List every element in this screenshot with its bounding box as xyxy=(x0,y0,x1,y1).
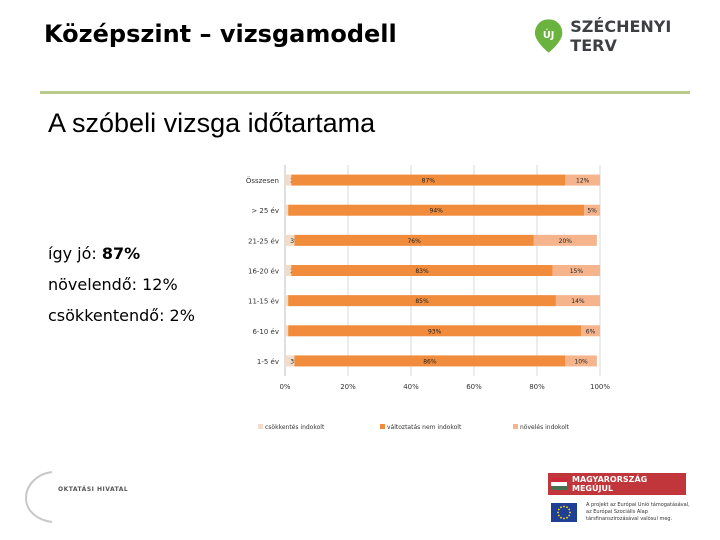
szechenyi-terv-logo: ÚJ SZÉCHENYI TERV xyxy=(533,17,720,55)
category-label: 1-5 év xyxy=(257,358,279,366)
legend-label: csökkentés indokolt xyxy=(265,424,325,431)
slide-subtitle: A szóbeli vizsga időtartama xyxy=(48,108,376,138)
magyarorszag-megujul-banner: MAGYARORSZÁG MEGÚJUL xyxy=(548,473,686,495)
eu-star xyxy=(557,511,559,514)
category-label: Összesen xyxy=(246,176,279,185)
eu-star xyxy=(568,508,571,511)
logo-mark: ÚJ xyxy=(543,28,555,41)
data-label: 15% xyxy=(570,268,584,275)
oktatasi-hivatal-text: OKTATÁSI HIVATAL xyxy=(58,486,129,493)
eu-star xyxy=(566,506,568,509)
data-label: 94% xyxy=(430,208,444,215)
data-label: 20% xyxy=(559,238,573,245)
bar-segment xyxy=(565,355,597,367)
bar-segment xyxy=(291,265,553,276)
data-label: 87% xyxy=(422,178,436,185)
eu-star xyxy=(563,517,565,520)
data-label: 10% xyxy=(574,358,588,365)
category-label: 6-10 év xyxy=(252,328,279,336)
x-tick-label: 60% xyxy=(466,383,482,391)
eu-star xyxy=(569,511,571,514)
bar-segment xyxy=(294,355,566,367)
leaf-pin-icon: ÚJ xyxy=(534,19,563,53)
data-label: 6% xyxy=(586,328,596,335)
bar-segment xyxy=(285,355,295,367)
bar-segment xyxy=(294,234,534,246)
bar-segment xyxy=(291,174,566,186)
oktatasi-hivatal-logo-icon xyxy=(24,471,53,523)
data-label: 76% xyxy=(407,238,421,245)
legend-swatch xyxy=(380,424,385,429)
bar-segment xyxy=(581,325,600,337)
data-label: 85% xyxy=(415,298,429,305)
x-tick-label: 80% xyxy=(529,383,545,391)
summary-line-ok: így jó: 87% xyxy=(48,244,141,263)
eu-flag-icon xyxy=(551,503,577,522)
logo-text: SZÉCHENYI TERV xyxy=(570,17,672,55)
bar-segment xyxy=(288,325,582,337)
bar-segment xyxy=(285,234,295,246)
data-label: 14% xyxy=(571,298,585,305)
data-label: 83% xyxy=(415,268,429,275)
eu-star xyxy=(568,514,571,517)
bar-segment xyxy=(285,204,289,216)
x-tick-label: 0% xyxy=(279,383,290,391)
bar-segment xyxy=(555,295,600,307)
x-tick-label: 40% xyxy=(403,383,419,391)
category-label: 21-25 év xyxy=(248,237,279,245)
eu-star xyxy=(560,516,562,519)
bar-segment xyxy=(552,265,600,276)
x-tick-label: 100% xyxy=(590,383,610,391)
eu-star xyxy=(560,506,562,509)
legend-swatch xyxy=(513,424,518,429)
bar-segment xyxy=(285,265,292,276)
eu-star xyxy=(557,514,560,517)
summary-line-decrease: csökkentendő: 2% xyxy=(48,306,195,325)
bar-segment xyxy=(288,295,556,307)
data-label: 86% xyxy=(423,358,437,365)
x-tick-label: 20% xyxy=(340,383,356,391)
eu-support-text: A projekt az Európai Unió támogatásával,… xyxy=(586,502,690,522)
header-divider xyxy=(40,91,690,94)
summary-line-increase: növelendő: 12% xyxy=(48,275,178,294)
eu-star xyxy=(563,505,565,508)
page-title: Középszint – vizsgamodell xyxy=(44,20,397,48)
bar-segment xyxy=(533,234,597,246)
bar-segment xyxy=(584,204,600,216)
data-label: 93% xyxy=(428,328,442,335)
category-label: > 25 év xyxy=(251,207,279,215)
data-label: 12% xyxy=(576,178,590,185)
hungarian-flag-icon xyxy=(551,478,567,490)
summary-block: így jó: 87% növelendő: 12% csökkentendő:… xyxy=(48,238,195,331)
banner-text: MAGYARORSZÁG MEGÚJUL xyxy=(572,475,648,493)
bar-segment xyxy=(565,174,600,186)
legend-swatch xyxy=(258,424,263,429)
category-label: 16-20 év xyxy=(248,268,279,276)
eu-star xyxy=(557,508,560,511)
bar-segment xyxy=(288,204,585,216)
eu-star xyxy=(566,516,568,519)
bar-segment xyxy=(285,174,292,186)
legend-label: növelés indokolt xyxy=(520,424,570,431)
data-label: 5% xyxy=(587,208,597,215)
bar-segment xyxy=(285,295,289,307)
category-label: 11-15 év xyxy=(248,298,279,306)
legend-label: változtatás nem indokolt xyxy=(387,424,462,431)
bar-segment xyxy=(285,325,289,337)
